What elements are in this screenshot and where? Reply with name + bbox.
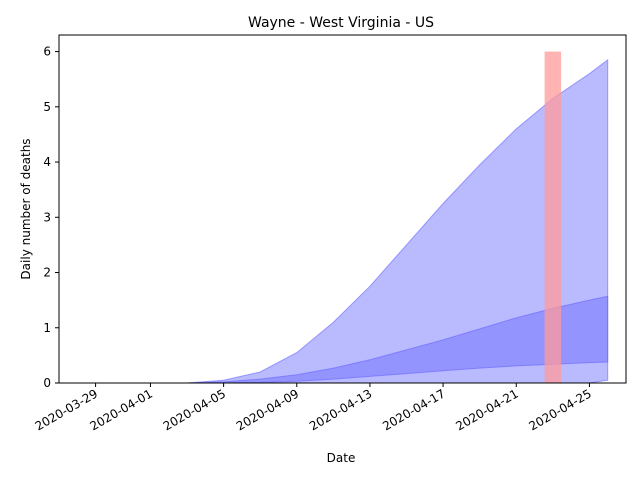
x-tick-label: 2020-04-21 — [453, 386, 520, 433]
x-axis-label: Date — [327, 451, 356, 465]
plot-frame — [58, 34, 627, 384]
x-tick-label: 2020-04-17 — [380, 386, 447, 433]
x-tick-label: 2020-04-01 — [88, 386, 155, 433]
y-tick-label: 3 — [43, 210, 51, 224]
band-2 — [150, 295, 609, 384]
y-tick-label: 6 — [43, 45, 51, 59]
plot-area — [150, 51, 609, 384]
y-tick-label: 5 — [43, 100, 51, 114]
y-tick-label: 1 — [43, 321, 51, 335]
y-tick-label: 0 — [43, 376, 51, 390]
y-axis: 0 1 2 3 4 5 6 — [43, 45, 59, 390]
chart-title: Wayne - West Virginia - US — [248, 15, 434, 31]
y-axis-label: Daily number of deaths — [19, 138, 33, 279]
observed-deaths-bar — [544, 51, 562, 383]
x-tick-label: 2020-04-13 — [307, 386, 374, 433]
x-tick-label: 2020-04-05 — [161, 386, 228, 433]
x-tick-label: 2020-04-25 — [527, 386, 594, 433]
y-tick-label: 2 — [43, 266, 51, 280]
x-tick-label: 2020-04-09 — [234, 386, 301, 433]
y-tick-label: 4 — [43, 155, 51, 169]
